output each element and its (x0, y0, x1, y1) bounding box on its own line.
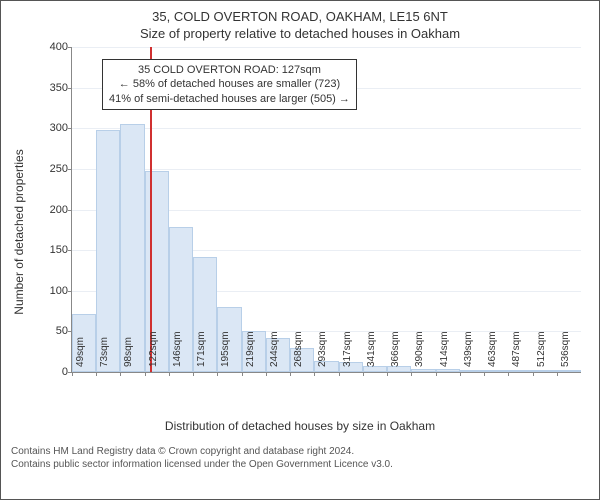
xtick-label: 512sqm (536, 331, 547, 367)
ytick-label: 300 (46, 122, 68, 134)
xtick-mark (508, 372, 509, 376)
xtick-mark (72, 372, 73, 376)
xtick-mark (484, 372, 485, 376)
xtick-label: 98sqm (123, 337, 134, 367)
page-title: 35, COLD OVERTON ROAD, OAKHAM, LE15 6NT (11, 9, 589, 24)
xtick-label: 268sqm (293, 331, 304, 367)
page-subtitle: Size of property relative to detached ho… (11, 26, 589, 41)
histogram-bar (557, 370, 581, 372)
histogram-bar (411, 369, 435, 372)
ytick-mark (68, 128, 72, 129)
ytick-label: 0 (46, 366, 68, 378)
xtick-mark (217, 372, 218, 376)
histogram-bar (460, 370, 484, 372)
xtick-mark (363, 372, 364, 376)
histogram-bar (533, 370, 557, 372)
ytick-mark (68, 169, 72, 170)
xtick-mark (339, 372, 340, 376)
ytick-label: 100 (46, 285, 68, 297)
histogram-bar (120, 124, 144, 372)
y-axis-label: Number of detached properties (12, 149, 26, 314)
xtick-label: 146sqm (172, 331, 183, 367)
xtick-label: 122sqm (148, 331, 159, 367)
ytick-label: 200 (46, 204, 68, 216)
chart-container: 35, COLD OVERTON ROAD, OAKHAM, LE15 6NT … (0, 0, 600, 500)
annotation-line-2: ← 58% of detached houses are smaller (72… (109, 77, 350, 91)
histogram-bar (96, 130, 120, 372)
xtick-label: 244sqm (269, 331, 280, 367)
xtick-mark (290, 372, 291, 376)
histogram-bar (436, 369, 460, 372)
ytick-label: 50 (46, 325, 68, 337)
xtick-label: 73sqm (99, 337, 110, 367)
xtick-mark (242, 372, 243, 376)
ytick-mark (68, 47, 72, 48)
ytick-label: 150 (46, 244, 68, 256)
xtick-label: 390sqm (414, 331, 425, 367)
xtick-label: 49sqm (75, 337, 86, 367)
xtick-label: 487sqm (511, 331, 522, 367)
xtick-label: 439sqm (463, 331, 474, 367)
histogram-bar (484, 370, 508, 372)
xtick-mark (387, 372, 388, 376)
xtick-label: 341sqm (366, 331, 377, 367)
ytick-mark (68, 88, 72, 89)
ytick-mark (68, 210, 72, 211)
xtick-mark (145, 372, 146, 376)
ytick-label: 250 (46, 163, 68, 175)
footer-line-1: Contains HM Land Registry data © Crown c… (11, 445, 589, 458)
annotation-box: 35 COLD OVERTON ROAD: 127sqm ← 58% of de… (102, 59, 357, 110)
xtick-label: 219sqm (245, 331, 256, 367)
footer: Contains HM Land Registry data © Crown c… (11, 445, 589, 471)
xtick-mark (411, 372, 412, 376)
xtick-mark (193, 372, 194, 376)
xtick-mark (460, 372, 461, 376)
ytick-mark (68, 250, 72, 251)
xtick-label: 366sqm (390, 331, 401, 367)
ytick-mark (68, 291, 72, 292)
xtick-mark (533, 372, 534, 376)
xtick-label: 293sqm (317, 331, 328, 367)
x-axis-label: Distribution of detached houses by size … (11, 419, 589, 433)
xtick-label: 317sqm (342, 331, 353, 367)
chart-area: Number of detached properties 35 COLD OV… (49, 47, 581, 417)
annotation-line-1: 35 COLD OVERTON ROAD: 127sqm (109, 63, 350, 77)
xtick-mark (96, 372, 97, 376)
xtick-label: 463sqm (487, 331, 498, 367)
xtick-mark (266, 372, 267, 376)
xtick-label: 414sqm (439, 331, 450, 367)
xtick-label: 195sqm (220, 331, 231, 367)
ytick-mark (68, 331, 72, 332)
xtick-mark (557, 372, 558, 376)
histogram-bar (508, 370, 532, 372)
xtick-mark (436, 372, 437, 376)
xtick-label: 171sqm (196, 331, 207, 367)
xtick-mark (169, 372, 170, 376)
xtick-label: 536sqm (560, 331, 571, 367)
plot-area: 35 COLD OVERTON ROAD: 127sqm ← 58% of de… (71, 47, 581, 373)
xtick-mark (120, 372, 121, 376)
annotation-line-3: 41% of semi-detached houses are larger (… (109, 92, 350, 106)
xtick-mark (314, 372, 315, 376)
footer-line-2: Contains public sector information licen… (11, 458, 589, 471)
ytick-label: 350 (46, 82, 68, 94)
ytick-label: 400 (46, 41, 68, 53)
